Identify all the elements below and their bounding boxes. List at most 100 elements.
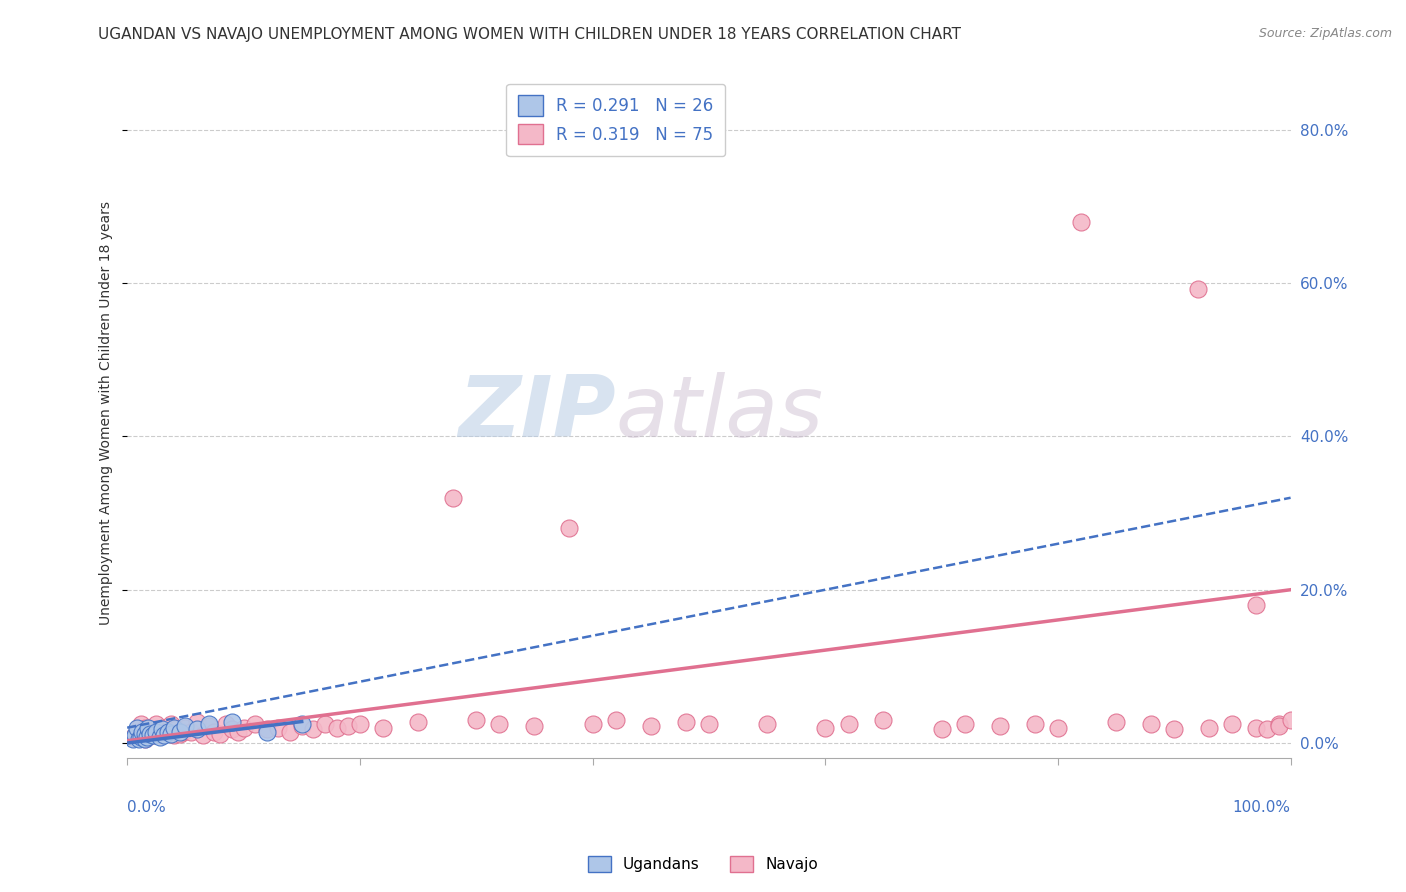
Point xyxy=(153,728,176,742)
Point xyxy=(197,719,219,733)
Point xyxy=(988,719,1011,733)
Y-axis label: Unemployment Among Women with Children Under 18 years: Unemployment Among Women with Children U… xyxy=(100,202,114,625)
Point xyxy=(128,732,150,747)
Point xyxy=(153,721,176,735)
Point xyxy=(142,728,165,742)
Point xyxy=(122,732,145,747)
Text: Source: ZipAtlas.com: Source: ZipAtlas.com xyxy=(1258,27,1392,40)
Point xyxy=(291,719,314,733)
Point xyxy=(125,724,148,739)
Point xyxy=(756,717,779,731)
Point xyxy=(1222,717,1244,731)
Point xyxy=(291,717,314,731)
Point xyxy=(174,721,197,735)
Point xyxy=(145,724,167,739)
Point xyxy=(215,717,238,731)
Point xyxy=(169,727,191,741)
Point xyxy=(139,724,162,739)
Point xyxy=(136,730,159,744)
Point xyxy=(165,723,187,737)
Point xyxy=(953,717,976,731)
Point xyxy=(172,724,194,739)
Point xyxy=(134,732,156,747)
Point xyxy=(1268,717,1291,731)
Point xyxy=(163,728,186,742)
Point xyxy=(139,727,162,741)
Point xyxy=(129,730,152,744)
Point xyxy=(1244,598,1267,612)
Point xyxy=(186,723,208,737)
Point xyxy=(134,732,156,747)
Point xyxy=(191,728,214,742)
Point xyxy=(125,721,148,735)
Point xyxy=(180,724,202,739)
Point xyxy=(441,491,464,505)
Point xyxy=(465,713,488,727)
Point xyxy=(581,717,603,731)
Point xyxy=(136,721,159,735)
Point xyxy=(142,728,165,742)
Point xyxy=(160,717,183,731)
Point xyxy=(131,724,153,739)
Point xyxy=(1256,723,1278,737)
Point xyxy=(186,714,208,729)
Point xyxy=(163,721,186,735)
Point xyxy=(129,717,152,731)
Point xyxy=(1268,719,1291,733)
Point xyxy=(1163,723,1185,737)
Point xyxy=(488,717,510,731)
Point xyxy=(204,724,226,739)
Point xyxy=(931,723,953,737)
Point xyxy=(256,723,278,737)
Point xyxy=(149,727,172,741)
Point xyxy=(128,728,150,742)
Point xyxy=(697,717,720,731)
Point xyxy=(1105,714,1128,729)
Text: atlas: atlas xyxy=(616,372,824,455)
Point xyxy=(174,719,197,733)
Point xyxy=(337,719,360,733)
Point xyxy=(1046,721,1069,735)
Point xyxy=(221,714,243,729)
Point xyxy=(558,521,581,535)
Point xyxy=(1140,717,1163,731)
Point xyxy=(1279,713,1302,727)
Point xyxy=(814,721,837,735)
Point xyxy=(314,717,336,731)
Point xyxy=(1187,282,1209,296)
Point xyxy=(523,719,546,733)
Point xyxy=(1024,717,1046,731)
Point xyxy=(226,724,249,739)
Point xyxy=(160,727,183,741)
Point xyxy=(349,717,371,731)
Point xyxy=(122,730,145,744)
Point xyxy=(243,717,266,731)
Point xyxy=(675,714,697,729)
Point xyxy=(150,723,173,737)
Point xyxy=(197,717,219,731)
Text: UGANDAN VS NAVAJO UNEMPLOYMENT AMONG WOMEN WITH CHILDREN UNDER 18 YEARS CORRELAT: UGANDAN VS NAVAJO UNEMPLOYMENT AMONG WOM… xyxy=(98,27,962,42)
Legend: Ugandans, Navajo: Ugandans, Navajo xyxy=(581,848,825,880)
Point xyxy=(837,717,859,731)
Point xyxy=(221,723,243,737)
Text: 0.0%: 0.0% xyxy=(127,800,166,814)
Point xyxy=(605,713,627,727)
Text: ZIP: ZIP xyxy=(458,372,616,455)
Point xyxy=(278,724,301,739)
Point xyxy=(872,713,894,727)
Point xyxy=(169,724,191,739)
Point xyxy=(302,723,325,737)
Point xyxy=(1070,215,1092,229)
Point xyxy=(149,730,172,744)
Point xyxy=(134,721,156,735)
Point xyxy=(209,727,232,741)
Point xyxy=(373,721,395,735)
Text: 100.0%: 100.0% xyxy=(1233,800,1291,814)
Point xyxy=(267,721,290,735)
Point xyxy=(325,721,347,735)
Point xyxy=(156,724,179,739)
Point xyxy=(145,723,167,737)
Point xyxy=(232,721,254,735)
Point xyxy=(145,717,167,731)
Point xyxy=(156,724,179,739)
